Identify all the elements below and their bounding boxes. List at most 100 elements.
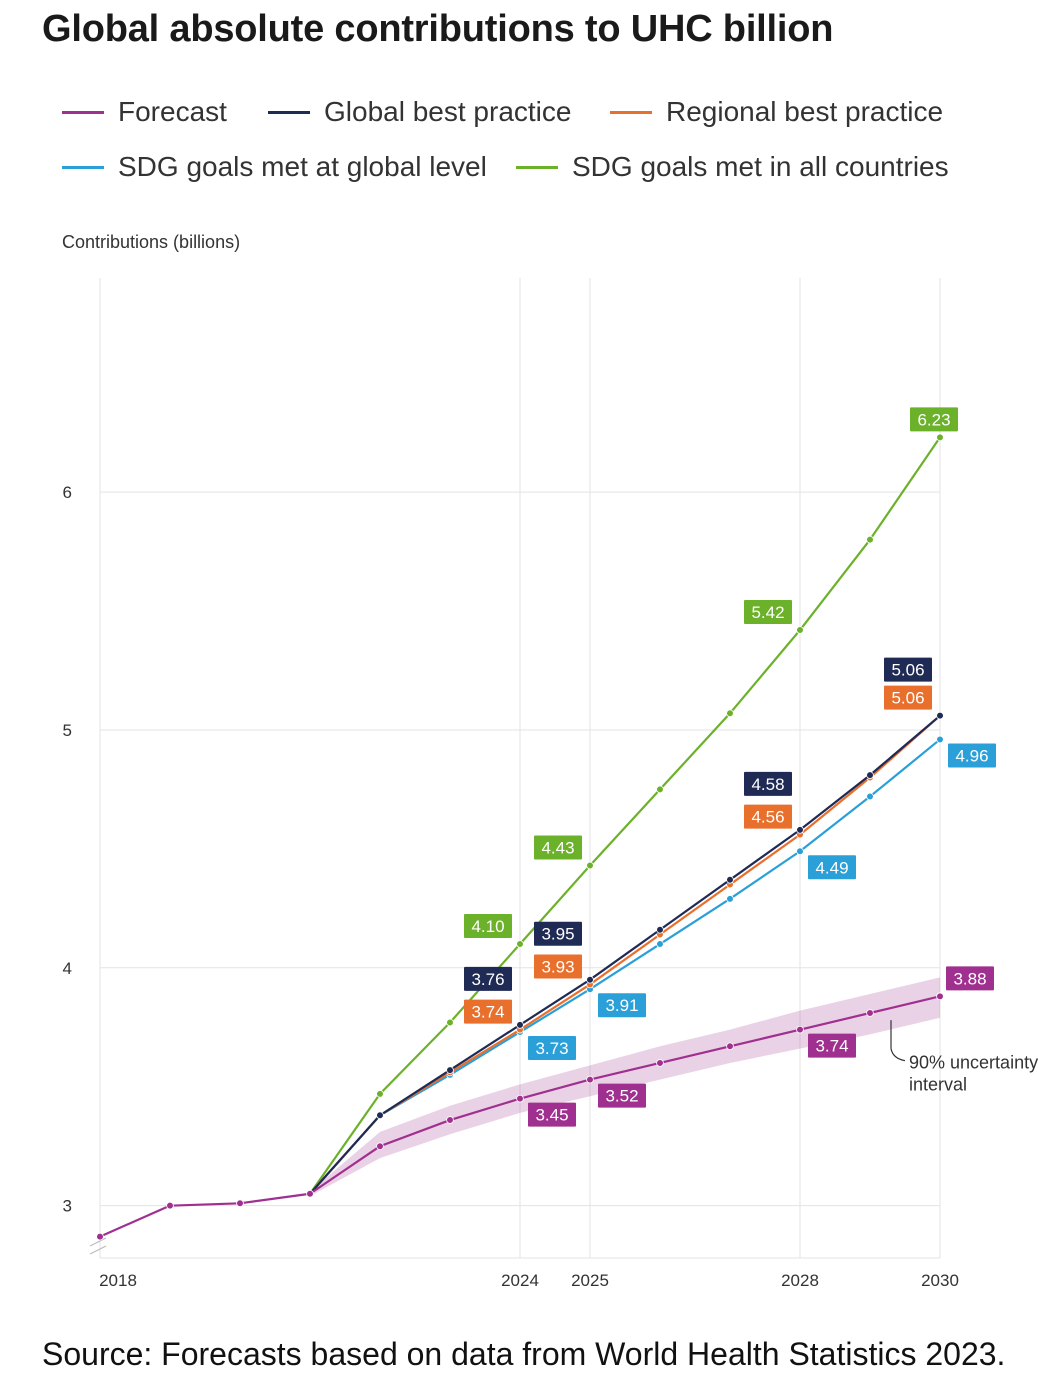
- data-point: [866, 792, 874, 801]
- data-point: [656, 1059, 664, 1067]
- data-label-box: [464, 914, 512, 939]
- data-label-box: [910, 407, 958, 432]
- data-point: [796, 847, 804, 856]
- data-label: 4.56: [751, 808, 784, 827]
- annotation-text: interval: [909, 1075, 967, 1095]
- data-point: [866, 535, 874, 544]
- legend-swatch-sdg-global: [62, 165, 104, 169]
- data-label: 3.95: [541, 925, 574, 944]
- y-axis-label: Contributions (billions): [62, 232, 241, 252]
- legend-label-global-best-practice: Global best practice: [324, 96, 572, 127]
- x-tick-label: 2028: [781, 1271, 819, 1290]
- data-point: [936, 992, 944, 1001]
- source-note: Source: Forecasts based on data from Wor…: [42, 1336, 1006, 1372]
- data-label-box: [464, 999, 512, 1024]
- data-label: 3.88: [953, 969, 986, 988]
- legend-item-sdg-global[interactable]: SDG goals met at global level: [62, 151, 487, 183]
- data-point: [586, 1075, 594, 1084]
- axis-break-mark: [89, 1237, 107, 1255]
- data-label-box: [946, 966, 994, 991]
- data-label-box: [528, 1102, 576, 1127]
- data-label: 5.42: [751, 603, 784, 622]
- data-label: 5.06: [891, 689, 924, 708]
- data-label: 4.10: [471, 917, 504, 936]
- data-point: [796, 1025, 804, 1034]
- data-point: [516, 940, 524, 948]
- data-label-box: [744, 600, 792, 625]
- legend-label-sdg-global: SDG goals met at global level: [118, 151, 487, 182]
- legend-swatch-forecast: [62, 110, 104, 114]
- series-line: [309, 436, 941, 1195]
- data-label-box: [948, 743, 996, 768]
- y-tick-label: 5: [63, 721, 72, 740]
- data-point: [866, 771, 874, 779]
- legend-swatch-global-best-practice: [268, 110, 310, 114]
- data-point: [376, 1142, 384, 1151]
- data-label: 3.74: [815, 1037, 848, 1056]
- data-point: [866, 1009, 874, 1017]
- data-label: 3.93: [541, 957, 574, 976]
- data-label-box: [808, 1033, 856, 1058]
- data-label-box: [744, 804, 792, 829]
- data-point: [726, 875, 734, 884]
- data-label: 5.06: [891, 661, 924, 680]
- data-label: 3.74: [471, 1003, 504, 1022]
- data-label-box: [534, 954, 582, 979]
- series-line: [309, 714, 941, 1195]
- data-point: [446, 1018, 454, 1027]
- legend-item-global-best-practice[interactable]: Global best practice: [268, 96, 571, 128]
- data-label-box: [534, 921, 582, 946]
- data-label: 3.76: [471, 970, 504, 989]
- data-point: [656, 785, 664, 794]
- legend-item-forecast[interactable]: Forecast: [62, 96, 227, 128]
- data-point: [726, 709, 734, 718]
- data-label: 3.91: [605, 996, 638, 1015]
- legend-swatch-regional-best-practice: [610, 110, 652, 114]
- data-point: [796, 826, 804, 834]
- data-label: 4.58: [751, 775, 784, 794]
- data-label-box: [884, 685, 932, 710]
- annotation-curve: [890, 1048, 906, 1062]
- x-tick-label: 2025: [571, 1271, 609, 1290]
- data-label-box: [598, 1083, 646, 1108]
- data-label: 3.45: [535, 1106, 568, 1125]
- y-tick-label: 3: [63, 1197, 72, 1216]
- data-point: [586, 975, 594, 984]
- chart-title: Global absolute contributions to UHC bil…: [42, 8, 834, 50]
- data-point: [796, 626, 804, 634]
- data-point: [236, 1199, 244, 1208]
- y-tick-label: 4: [63, 959, 72, 978]
- data-label: 4.49: [815, 858, 848, 877]
- legend-label-sdg-all: SDG goals met in all countries: [572, 151, 949, 182]
- x-tick-label: 2030: [921, 1271, 959, 1290]
- data-label: 6.23: [917, 410, 950, 429]
- data-point: [446, 1066, 454, 1074]
- data-point: [656, 940, 664, 948]
- legend-item-regional-best-practice[interactable]: Regional best practice: [610, 96, 943, 128]
- x-tick-label: 2018: [99, 1271, 137, 1290]
- data-label-box: [598, 993, 646, 1018]
- data-point: [936, 711, 944, 720]
- y-tick-label: 6: [63, 483, 72, 502]
- data-label: 4.43: [541, 839, 574, 858]
- data-point: [586, 861, 594, 870]
- data-label-box: [534, 835, 582, 860]
- data-point: [936, 735, 944, 744]
- legend-item-sdg-all[interactable]: SDG goals met in all countries: [516, 151, 949, 183]
- legend-label-regional-best-practice: Regional best practice: [666, 96, 944, 127]
- data-label-box: [464, 966, 512, 991]
- x-tick-label: 2024: [501, 1271, 539, 1290]
- data-point: [516, 1021, 524, 1029]
- data-point: [166, 1201, 174, 1210]
- data-label: 4.96: [955, 746, 988, 765]
- data-point: [726, 895, 734, 903]
- data-label-box: [744, 771, 792, 796]
- data-point: [516, 1094, 524, 1103]
- data-point: [446, 1116, 454, 1124]
- data-label-box: [884, 657, 932, 682]
- legend-swatch-sdg-all: [516, 165, 558, 169]
- data-label: 3.52: [605, 1087, 638, 1106]
- legend-label-forecast: Forecast: [118, 96, 227, 127]
- data-point: [96, 1232, 104, 1241]
